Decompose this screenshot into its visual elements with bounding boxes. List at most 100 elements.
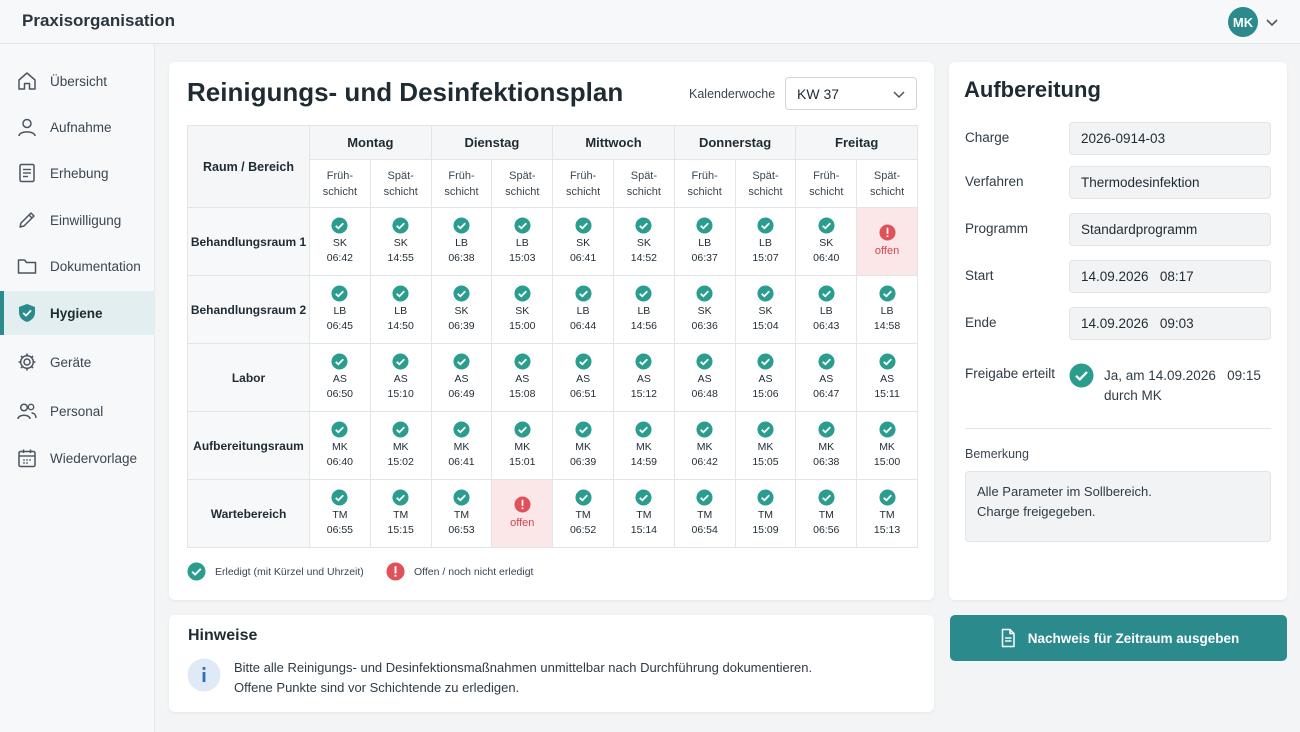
task-cell-done[interactable]: SK 15:04 [734,275,797,344]
task-cell-done[interactable]: AS 06:47 [795,343,858,412]
task-cell-done[interactable]: AS 15:06 [734,343,797,412]
check-circle-icon [392,353,409,370]
field-verfahren-value[interactable]: Thermodesinfektion [1069,166,1271,199]
field-label-start: Start [965,268,994,283]
sidebar-item-geräte[interactable]: Geräte [0,340,155,384]
task-cell-done[interactable]: LB 06:38 [430,207,493,276]
task-cell-done[interactable]: MK 06:42 [673,411,736,480]
task-cell-done[interactable]: MK 14:59 [612,411,675,480]
task-cell-done[interactable]: MK 06:38 [795,411,858,480]
task-cell-done[interactable]: AS 06:48 [673,343,736,412]
staff-initials: AS [636,373,651,385]
task-cell-done[interactable]: AS 15:12 [612,343,675,412]
task-cell-done[interactable]: MK 06:39 [552,411,614,480]
task-cell-done[interactable]: LB 06:45 [309,275,371,344]
task-cell-done[interactable]: MK 15:00 [856,411,918,480]
completion-time: 06:40 [326,456,354,468]
remark-line-1: Alle Parameter im Sollbereich. [977,484,1152,499]
task-cell-done[interactable]: TM 15:14 [612,479,675,548]
task-cell-done[interactable]: SK 06:41 [552,207,614,276]
completion-time: 14:55 [387,252,414,264]
task-cell-done[interactable]: LB 15:07 [734,207,797,276]
task-cell-open[interactable]: offen [856,207,918,276]
field-charge-value[interactable]: 2026-0914-03 [1069,122,1271,155]
sidebar-item-personal[interactable]: Personal [0,389,155,433]
check-circle-icon [757,353,774,370]
chevron-down-icon[interactable] [1264,14,1280,30]
check-circle-icon [696,285,713,302]
completion-time: 15:02 [387,456,414,468]
avatar[interactable]: MK [1228,7,1258,37]
shift-label: Früh- [569,169,597,182]
task-cell-done[interactable]: LB 06:43 [795,275,858,344]
task-cell-done[interactable]: TM 15:15 [369,479,432,548]
task-cell-done[interactable]: LB 06:37 [673,207,736,276]
export-proof-button[interactable]: Nachweis für Zeitraum ausgeben [950,615,1287,661]
shift-label: Spät- [752,169,779,182]
sidebar-item-übersicht[interactable]: Übersicht [0,59,155,103]
task-cell-done[interactable]: SK 14:52 [612,207,675,276]
field-label-charge: Charge [965,130,1010,145]
column-header-shift: Früh-schicht [673,159,736,208]
task-cell-done[interactable]: LB 15:03 [491,207,554,276]
task-cell-done[interactable]: TM 06:55 [309,479,371,548]
task-cell-done[interactable]: AS 06:50 [309,343,371,412]
task-cell-done[interactable]: LB 14:58 [856,275,918,344]
task-cell-done[interactable]: LB 06:44 [552,275,614,344]
check-circle-icon [635,285,652,302]
staff-initials: SK [636,237,651,249]
staff-initials: TM [879,509,895,521]
field-ende-value[interactable]: 14.09.2026 09:03 [1069,307,1271,340]
chevron-down-icon [893,91,905,99]
info-icon [187,658,221,692]
sidebar-item-erhebung[interactable]: Erhebung [0,151,155,195]
check-circle-icon [453,353,470,370]
completion-time: 15:04 [752,320,779,332]
legend-done-label: Erledigt (mit Kürzel und Uhrzeit) [215,565,364,578]
check-circle-icon [879,489,896,506]
shift-label: schicht [444,185,479,198]
sidebar-item-aufnahme[interactable]: Aufnahme [0,105,155,149]
task-cell-done[interactable]: LB 14:50 [369,275,432,344]
task-cell-done[interactable]: MK 06:40 [309,411,371,480]
task-cell-open[interactable]: offen [491,479,554,548]
check-circle-icon [818,353,835,370]
remark-textarea[interactable]: Alle Parameter im Sollbereich. Charge fr… [965,471,1271,542]
task-cell-done[interactable]: SK 06:40 [795,207,858,276]
task-cell-done[interactable]: SK 14:55 [369,207,432,276]
task-cell-done[interactable]: MK 15:05 [734,411,797,480]
room-name: Behandlungsraum 1 [187,207,310,276]
task-cell-done[interactable]: LB 14:56 [612,275,675,344]
task-cell-done[interactable]: SK 06:42 [309,207,371,276]
shift-label: Früh- [813,169,840,182]
task-cell-done[interactable]: MK 15:01 [491,411,554,480]
task-cell-done[interactable]: AS 06:51 [552,343,614,412]
task-cell-done[interactable]: SK 06:36 [673,275,736,344]
sidebar-item-wiedervorlage[interactable]: Wiedervorlage [0,436,155,480]
task-cell-done[interactable]: TM 15:09 [734,479,797,548]
task-cell-done[interactable]: TM 06:52 [552,479,614,548]
task-cell-done[interactable]: TM 06:53 [430,479,493,548]
sidebar-item-hygiene[interactable]: Hygiene [0,291,155,335]
task-cell-done[interactable]: TM 06:54 [673,479,736,548]
sidebar-item-einwilligung[interactable]: Einwilligung [0,198,155,242]
task-cell-done[interactable]: MK 15:02 [369,411,432,480]
task-cell-done[interactable]: AS 15:10 [369,343,432,412]
field-programm-value[interactable]: Standardprogramm [1069,213,1271,246]
task-cell-done[interactable]: SK 06:39 [430,275,493,344]
task-cell-done[interactable]: MK 06:41 [430,411,493,480]
task-cell-done[interactable]: SK 15:00 [491,275,554,344]
task-cell-done[interactable]: TM 06:56 [795,479,858,548]
sidebar-item-dokumentation[interactable]: Dokumentation [0,244,155,288]
task-cell-done[interactable]: TM 15:13 [856,479,918,548]
week-select[interactable]: KW 37 [785,77,917,110]
task-cell-done[interactable]: AS 15:11 [856,343,918,412]
sidebar-item-label: Einwilligung [50,212,122,228]
check-circle-icon [696,489,713,506]
task-cell-done[interactable]: AS 15:08 [491,343,554,412]
completion-time: 15:06 [752,388,779,400]
shift-label: Spät- [630,169,658,182]
staff-initials: TM [393,509,409,521]
field-start-value[interactable]: 14.09.2026 08:17 [1069,260,1271,293]
task-cell-done[interactable]: AS 06:49 [430,343,493,412]
